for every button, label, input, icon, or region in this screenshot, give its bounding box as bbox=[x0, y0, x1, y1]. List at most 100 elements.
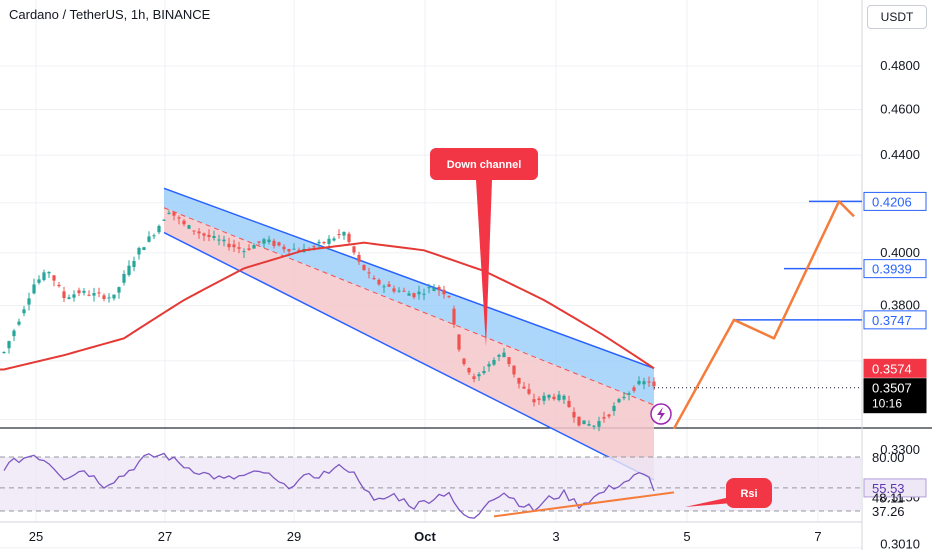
candle-body bbox=[167, 212, 171, 214]
candle-body bbox=[77, 290, 81, 294]
candle-body bbox=[52, 275, 56, 281]
price-tick-label: 0.3010 bbox=[880, 536, 920, 550]
candle-body bbox=[137, 248, 141, 255]
candle-body bbox=[447, 296, 451, 298]
candle-body bbox=[512, 365, 516, 375]
candle-body bbox=[632, 387, 636, 391]
candle-body bbox=[37, 279, 41, 283]
candle-body bbox=[147, 236, 151, 242]
candle-body bbox=[387, 284, 391, 287]
level-tag: 0.3939 bbox=[863, 259, 927, 279]
candle-body bbox=[432, 287, 436, 291]
candle-body bbox=[622, 396, 626, 399]
candle-body bbox=[542, 395, 546, 401]
candle-body bbox=[287, 249, 291, 252]
candle-body bbox=[402, 290, 406, 292]
candle-body bbox=[232, 244, 236, 248]
candle-body bbox=[267, 239, 271, 243]
moving-average-line bbox=[0, 241, 655, 371]
time-tick-label: 3 bbox=[552, 529, 559, 544]
candle-body bbox=[142, 247, 146, 250]
candle-body bbox=[292, 248, 296, 250]
candle-body bbox=[92, 293, 96, 296]
candle-body bbox=[467, 368, 471, 373]
price-axis: 0.48000.46000.44000.40000.38000.33000.31… bbox=[880, 58, 920, 550]
candle-body bbox=[17, 321, 21, 325]
candle-body bbox=[367, 272, 371, 274]
candle-body bbox=[322, 241, 326, 244]
time-tick-label: 25 bbox=[29, 529, 43, 544]
callout-text: Down channel bbox=[447, 159, 522, 171]
rsi-tick-label: 48.11 bbox=[872, 490, 904, 505]
candle-body bbox=[362, 264, 366, 270]
candle-body bbox=[182, 220, 186, 225]
channel-middle-line bbox=[163, 207, 655, 406]
candle-body bbox=[177, 217, 181, 219]
candle-body bbox=[192, 230, 196, 232]
candle-body bbox=[327, 238, 331, 244]
candle-body bbox=[7, 341, 11, 349]
candle-body bbox=[257, 241, 261, 243]
candle-body bbox=[102, 295, 106, 299]
candle-body bbox=[87, 294, 91, 296]
candle-body bbox=[532, 399, 536, 403]
candle-body bbox=[592, 425, 596, 427]
candle-body bbox=[132, 261, 136, 267]
ma-price-tag: 0.3574 bbox=[863, 358, 927, 378]
rsi-trendline bbox=[493, 491, 675, 518]
candle-body bbox=[557, 394, 561, 401]
candle-body bbox=[127, 265, 131, 276]
level-tag-text: 0.3747 bbox=[872, 313, 912, 328]
candle-body bbox=[62, 291, 66, 298]
candle-body bbox=[452, 308, 456, 325]
rsi-line bbox=[3, 452, 655, 519]
candle-body bbox=[497, 354, 501, 357]
level-tag-text: 0.4206 bbox=[872, 194, 912, 209]
candle-body bbox=[602, 417, 606, 419]
channel-fill-lower bbox=[164, 207, 654, 481]
candle-body bbox=[547, 394, 551, 398]
candle-body bbox=[522, 386, 526, 389]
candle-body bbox=[117, 287, 121, 293]
rsi-tick-label: 37.26 bbox=[872, 504, 905, 519]
lightning-icon-glyph bbox=[657, 407, 665, 421]
projection-path bbox=[672, 200, 855, 430]
candle-body bbox=[507, 357, 511, 365]
candle-body bbox=[67, 297, 71, 299]
candle-body bbox=[582, 420, 586, 425]
candle-body bbox=[627, 393, 631, 395]
candle-body bbox=[207, 234, 211, 237]
candle-body bbox=[12, 330, 16, 337]
time-tick-label: 7 bbox=[814, 529, 821, 544]
candle-body bbox=[337, 234, 341, 236]
candle-body bbox=[577, 416, 581, 426]
candle-body bbox=[202, 233, 206, 236]
last-price-tag-text: 0.3507 bbox=[872, 381, 912, 396]
price-tick-label: 0.4600 bbox=[880, 102, 920, 117]
candle-body bbox=[562, 395, 566, 400]
candle-body bbox=[527, 389, 531, 394]
candle-body bbox=[647, 381, 651, 383]
candle-body bbox=[392, 288, 396, 292]
candle-body bbox=[332, 238, 336, 241]
channel-fill-upper bbox=[164, 188, 654, 406]
currency-button[interactable]: USDT bbox=[867, 5, 927, 29]
candle-body bbox=[112, 294, 116, 299]
price-tick-label: 0.4800 bbox=[880, 58, 920, 73]
rsi-value-text: 55.53 bbox=[872, 481, 905, 496]
channel-lower-line bbox=[163, 231, 655, 481]
rsi-value-tag bbox=[863, 478, 927, 498]
candle-body bbox=[457, 334, 461, 350]
candle-body bbox=[427, 287, 431, 289]
candle-body bbox=[442, 289, 446, 295]
candle-body bbox=[472, 376, 476, 380]
candle-body bbox=[272, 240, 276, 246]
candle-body bbox=[607, 414, 611, 417]
candle-body bbox=[487, 364, 491, 367]
candle-body bbox=[597, 421, 601, 427]
candle-body bbox=[107, 297, 111, 299]
chart-title: Cardano / TetherUS, 1h, BINANCE bbox=[9, 7, 211, 22]
level-tag-box bbox=[863, 191, 927, 211]
price-tick-label: 0.4400 bbox=[880, 147, 920, 162]
